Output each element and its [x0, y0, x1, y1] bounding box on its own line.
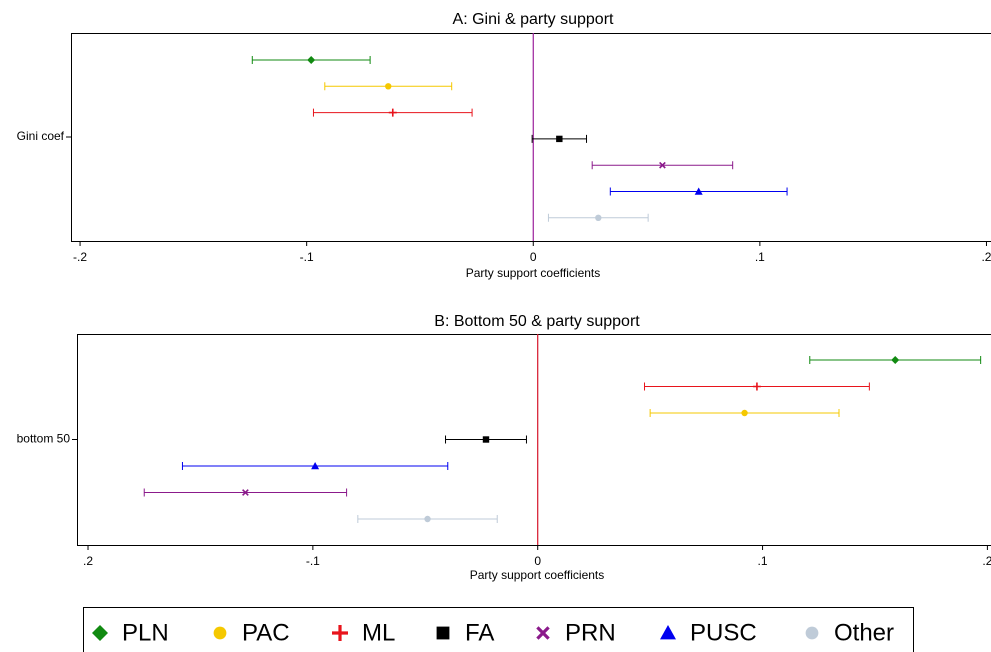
chart-title: A: Gini & party support [453, 11, 615, 28]
legend-label: PRN [565, 619, 616, 646]
legend-label: Other [834, 619, 894, 646]
marker [242, 489, 249, 496]
marker [805, 626, 819, 640]
marker [332, 625, 348, 641]
legend-label: FA [465, 619, 494, 646]
x-tick-label: .2 [83, 554, 93, 568]
marker [752, 382, 761, 391]
y-tick-label: bottom 50 [17, 432, 71, 446]
x-tick-label: -.2 [73, 250, 87, 264]
marker [388, 108, 397, 117]
marker [213, 626, 227, 640]
x-tick-label: .1 [758, 554, 768, 568]
marker [556, 135, 563, 143]
legend-label: PAC [242, 619, 290, 646]
marker [436, 626, 450, 640]
legend-label: PLN [122, 619, 169, 646]
marker [536, 626, 550, 640]
x-tick-label: .1 [755, 250, 765, 264]
marker [482, 436, 490, 443]
x-tick-label: .2 [982, 554, 991, 568]
x-tick-label: 0 [534, 554, 541, 568]
marker [307, 56, 316, 64]
marker [660, 625, 676, 640]
marker [694, 187, 703, 195]
marker [385, 83, 392, 90]
x-axis-title: Party support coefficients [470, 568, 605, 582]
x-tick-label: .2 [981, 250, 991, 264]
marker [659, 161, 666, 169]
chart-title: B: Bottom 50 & party support [434, 313, 640, 330]
marker [311, 462, 320, 470]
plot-frame [77, 334, 991, 546]
x-tick-label: -.1 [306, 554, 320, 568]
legend-label: PUSC [690, 619, 757, 646]
marker [891, 356, 900, 364]
x-axis-title: Party support coefficients [466, 266, 601, 280]
plot-frame [71, 33, 991, 242]
marker [424, 515, 431, 523]
x-tick-label: 0 [530, 250, 537, 264]
marker [92, 625, 108, 641]
marker [741, 409, 748, 417]
x-tick-label: -.1 [300, 250, 314, 264]
marker [595, 214, 602, 221]
legend-box [83, 607, 914, 652]
legend-label: ML [362, 619, 395, 646]
y-tick-label: Gini coef [17, 129, 65, 143]
